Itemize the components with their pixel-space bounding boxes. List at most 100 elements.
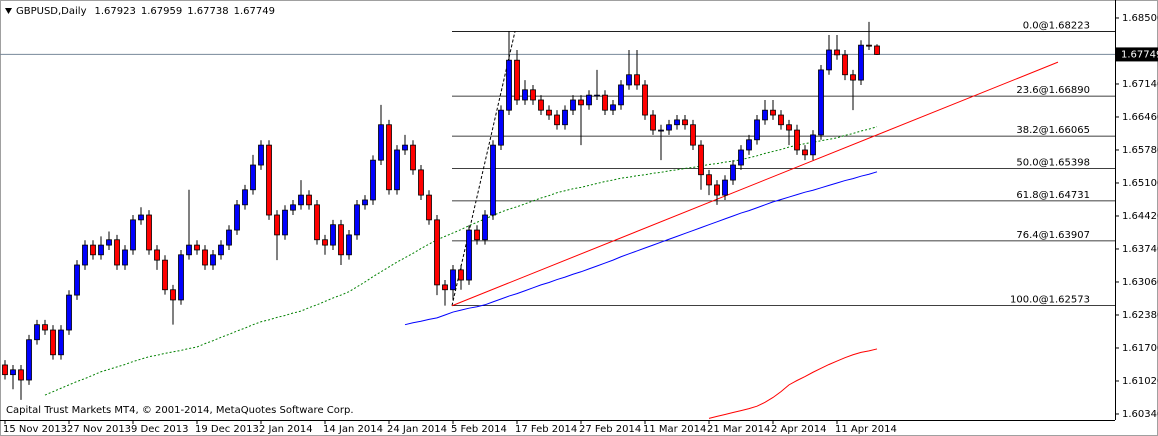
candle-body <box>154 249 160 261</box>
candle-body <box>442 284 448 291</box>
y-tick-label: 1.61700 <box>1122 343 1158 354</box>
y-tick-label: 1.63740 <box>1122 244 1158 255</box>
candle-body <box>58 329 64 356</box>
x-tick-label: 2 Apr 2014 <box>771 424 826 435</box>
candle-body <box>346 234 352 256</box>
candle-body <box>746 139 752 151</box>
fib-label: 50.0@1.65398 <box>1016 158 1090 169</box>
candle-body <box>570 99 576 111</box>
candle-body <box>842 54 848 76</box>
candle-body <box>866 44 872 47</box>
candle-body <box>410 144 416 171</box>
title-icon <box>5 8 12 14</box>
candle-body <box>314 204 320 241</box>
candle-body <box>850 74 856 81</box>
x-tick-label: 2 Jan 2014 <box>259 424 313 435</box>
y-tick-label: 1.62380 <box>1122 310 1158 321</box>
candle-body <box>762 109 768 121</box>
candle-body <box>426 194 432 221</box>
current-price-box <box>1115 47 1158 62</box>
candle-body <box>74 264 80 296</box>
candle-body <box>194 244 200 251</box>
candle-body <box>330 224 336 246</box>
candle-body <box>42 324 48 331</box>
candle-body <box>18 369 24 381</box>
axes: 1.68500 1.67140 1.66460 1.65780 1.65100 1.644… <box>3 13 1158 435</box>
candle-body <box>10 369 16 376</box>
candle-body <box>210 254 216 266</box>
x-tick-label: 9 Dec 2013 <box>131 424 189 435</box>
candle-body <box>362 199 368 206</box>
x-tick-label: 5 Feb 2014 <box>451 424 507 435</box>
candle-body <box>66 294 72 331</box>
candle-body <box>562 109 568 126</box>
candle-body <box>754 119 760 141</box>
candle-body <box>202 249 208 266</box>
candle-body <box>458 269 464 281</box>
candle-body <box>170 289 176 301</box>
fib-label: 76.4@1.63907 <box>1016 230 1090 241</box>
candle-body <box>554 114 560 126</box>
candle-body <box>386 124 392 191</box>
candle-body <box>626 74 632 86</box>
chart-title: GBPUSD,Daily 1.67923 1.67959 1.67738 1.67749 <box>16 6 275 17</box>
x-tick-label: 11 Apr 2014 <box>835 424 897 435</box>
candle-body <box>114 239 120 266</box>
candle-body <box>274 214 280 236</box>
candle-body <box>706 174 712 186</box>
x-tick-label: 15 Nov 2013 <box>3 424 67 435</box>
indicator-line <box>404 171 878 326</box>
candle-body <box>818 69 824 136</box>
candle-body <box>490 144 496 216</box>
candle-body <box>690 124 696 146</box>
candle-body <box>34 324 40 341</box>
candle-body <box>282 209 288 236</box>
x-tick-label: 27 Feb 2014 <box>579 424 641 435</box>
open-value: 1.67923 <box>95 6 136 17</box>
candle-body <box>874 45 880 55</box>
candle-body <box>794 129 800 151</box>
candle-body <box>722 179 728 196</box>
candle-body <box>306 194 312 206</box>
candle-body <box>658 129 664 132</box>
candle-body <box>234 204 240 231</box>
candle-body <box>298 194 304 206</box>
candle-body <box>162 259 168 291</box>
candle-body <box>810 134 816 156</box>
candle-body <box>770 109 776 116</box>
indicator-line <box>708 348 878 419</box>
y-tick-label: 1.66460 <box>1122 112 1158 123</box>
candle-body <box>130 219 136 251</box>
candle-body <box>186 244 192 256</box>
candle-body <box>514 59 520 101</box>
candle-body <box>290 204 296 211</box>
y-tick-label: 1.68500 <box>1122 13 1158 24</box>
candle-body <box>338 224 344 256</box>
candle-body <box>498 109 504 146</box>
candle-body <box>650 114 656 131</box>
high-value: 1.67959 <box>141 6 182 17</box>
candle-body <box>674 119 680 126</box>
candle-body <box>578 99 584 106</box>
x-tick-label: 17 Feb 2014 <box>515 424 577 435</box>
candle-body <box>26 339 32 381</box>
candle-body <box>538 99 544 111</box>
candle-body <box>826 49 832 71</box>
candle-body <box>242 189 248 206</box>
candle-body <box>522 89 528 101</box>
candle-body <box>778 114 784 126</box>
fib-label: 38.2@1.66065 <box>1016 125 1090 136</box>
y-tick-label: 1.64420 <box>1122 211 1158 222</box>
fib-label: 0.0@1.68223 <box>1023 20 1090 31</box>
candle-body <box>98 244 104 256</box>
x-tick-label: 24 Jan 2014 <box>387 424 447 435</box>
y-tick-label: 1.67140 <box>1122 79 1158 90</box>
candle-body <box>394 149 400 191</box>
candle-body <box>714 184 720 196</box>
y-tick-label: 1.63060 <box>1122 277 1158 288</box>
candle-body <box>90 244 96 256</box>
symbol: GBPUSD,Daily <box>16 6 87 17</box>
candle-body <box>226 229 232 246</box>
candle-body <box>418 169 424 196</box>
